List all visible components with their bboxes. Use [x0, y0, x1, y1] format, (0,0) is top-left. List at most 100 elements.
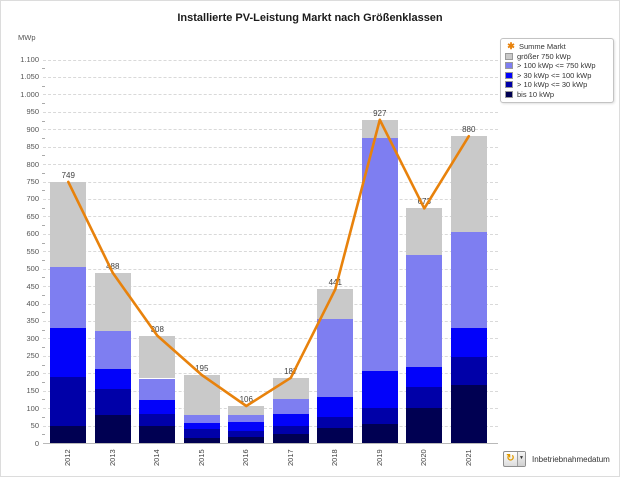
bar-segment[interactable]: [450, 136, 487, 233]
y-tick-label: 1.050: [20, 72, 39, 82]
legend-label: > 10 kWp <= 30 kWp: [517, 80, 588, 90]
bar-segment[interactable]: [361, 137, 398, 371]
bar-segment[interactable]: [183, 437, 220, 443]
legend-item[interactable]: > 30 kWp <= 100 kWp: [505, 71, 609, 81]
chart-title: Installierte PV-Leistung Markt nach Größ…: [177, 12, 443, 24]
bar-segment[interactable]: [94, 368, 131, 389]
bar-segment[interactable]: [228, 406, 265, 416]
bar-segment[interactable]: [317, 289, 354, 320]
y-tick-label: 450: [26, 281, 39, 291]
bar-segment[interactable]: [183, 375, 220, 415]
bar-segment[interactable]: [139, 378, 176, 401]
bar-segment[interactable]: [50, 327, 87, 377]
bar-segment[interactable]: [183, 414, 220, 423]
x-tick-label: 2016: [241, 449, 251, 466]
dropdown-arrow-icon[interactable]: ▼: [517, 452, 525, 466]
legend-color-swatch: [505, 71, 513, 79]
bar-segment[interactable]: [228, 430, 265, 438]
y-minor-tick: [42, 364, 45, 366]
bar-segment[interactable]: [228, 421, 265, 431]
y-gridline: [43, 164, 498, 166]
bar-segment[interactable]: [406, 254, 443, 367]
bar-segment[interactable]: [406, 208, 443, 255]
dimension-label: Inbetriebnahmedatum: [532, 454, 610, 464]
bar-segment[interactable]: [139, 414, 176, 426]
bar-segment[interactable]: [183, 422, 220, 429]
bar-segment[interactable]: [406, 408, 443, 443]
bar-segment[interactable]: [94, 415, 131, 443]
y-tick-label: 700: [26, 194, 39, 204]
y-minor-tick: [42, 225, 45, 227]
bar-segment[interactable]: [139, 335, 176, 379]
bar-segment[interactable]: [317, 396, 354, 417]
x-tick-label: 2017: [285, 449, 295, 466]
bar-segment[interactable]: [272, 377, 309, 400]
y-gridline: [43, 443, 498, 444]
bar-segment[interactable]: [361, 408, 398, 424]
y-tick-label: 800: [26, 159, 39, 169]
bar-segment[interactable]: [406, 366, 443, 388]
bar-segment[interactable]: [228, 415, 265, 422]
y-minor-tick: [42, 190, 45, 192]
bar-segment[interactable]: [450, 232, 487, 328]
y-minor-tick: [42, 103, 45, 105]
bar-segment[interactable]: [450, 356, 487, 386]
point-label: 673: [417, 197, 431, 207]
y-axis-unit-label: MWp: [18, 33, 36, 42]
point-label: 308: [150, 324, 164, 334]
y-tick-label: 200: [26, 368, 39, 378]
bar-segment[interactable]: [272, 399, 309, 415]
y-tick-label: 1.000: [20, 89, 39, 99]
bar-segment[interactable]: [228, 437, 265, 443]
dimension-selector: ↻ ▼ Inbetriebnahmedatum: [503, 451, 610, 467]
legend-item[interactable]: ✱ Summe Markt: [505, 42, 609, 52]
bar-segment[interactable]: [317, 416, 354, 428]
bar-segment[interactable]: [139, 425, 176, 443]
y-tick-label: 300: [26, 333, 39, 343]
y-tick-label: 100: [26, 403, 39, 413]
bar-segment[interactable]: [361, 370, 398, 409]
line-marker-star-icon: ✱: [507, 41, 515, 52]
bar-segment[interactable]: [94, 388, 131, 416]
y-tick-label: 250: [26, 351, 39, 361]
bar-segment[interactable]: [361, 119, 398, 138]
bar-segment[interactable]: [50, 181, 87, 267]
field-selector-button[interactable]: ↻ ▼: [503, 451, 526, 467]
bar-segment[interactable]: [94, 272, 131, 332]
bar-segment[interactable]: [317, 319, 354, 397]
y-minor-tick: [42, 312, 45, 314]
legend-label: > 100 kWp <= 750 kWp: [517, 61, 596, 71]
bar-segment[interactable]: [183, 428, 220, 438]
bar-segment[interactable]: [450, 385, 487, 443]
bar-segment[interactable]: [406, 387, 443, 409]
y-minor-tick: [42, 155, 45, 157]
legend-item[interactable]: > 10 kWp <= 30 kWp: [505, 80, 609, 90]
bar-segment[interactable]: [50, 266, 87, 328]
legend-item[interactable]: > 100 kWp <= 750 kWp: [505, 61, 609, 71]
bar-segment[interactable]: [50, 425, 87, 443]
bar-segment[interactable]: [139, 400, 176, 415]
x-tick-label: 2013: [107, 449, 117, 466]
bar-segment[interactable]: [361, 423, 398, 443]
y-tick-label: 900: [26, 124, 39, 134]
point-label: 749: [61, 170, 75, 180]
bar-segment[interactable]: [50, 376, 87, 426]
legend-label: Summe Markt: [519, 42, 566, 52]
bar-segment[interactable]: [450, 327, 487, 357]
x-tick-label: 2014: [152, 449, 162, 466]
y-minor-tick: [42, 347, 45, 349]
x-tick-label: 2019: [374, 449, 384, 466]
x-tick-label: 2015: [196, 449, 206, 466]
y-gridline: [43, 76, 498, 78]
legend-item[interactable]: größer 750 kWp: [505, 52, 609, 62]
legend-item[interactable]: bis 10 kWp: [505, 90, 609, 100]
y-gridline: [43, 181, 498, 183]
bar-segment[interactable]: [94, 331, 131, 369]
bar-segment[interactable]: [272, 425, 309, 434]
bar-segment[interactable]: [272, 414, 309, 426]
point-label: 927: [373, 108, 387, 118]
bar-segment[interactable]: [272, 433, 309, 443]
y-tick-label: 600: [26, 229, 39, 239]
bar-segment[interactable]: [317, 427, 354, 443]
y-tick-label: 950: [26, 107, 39, 117]
